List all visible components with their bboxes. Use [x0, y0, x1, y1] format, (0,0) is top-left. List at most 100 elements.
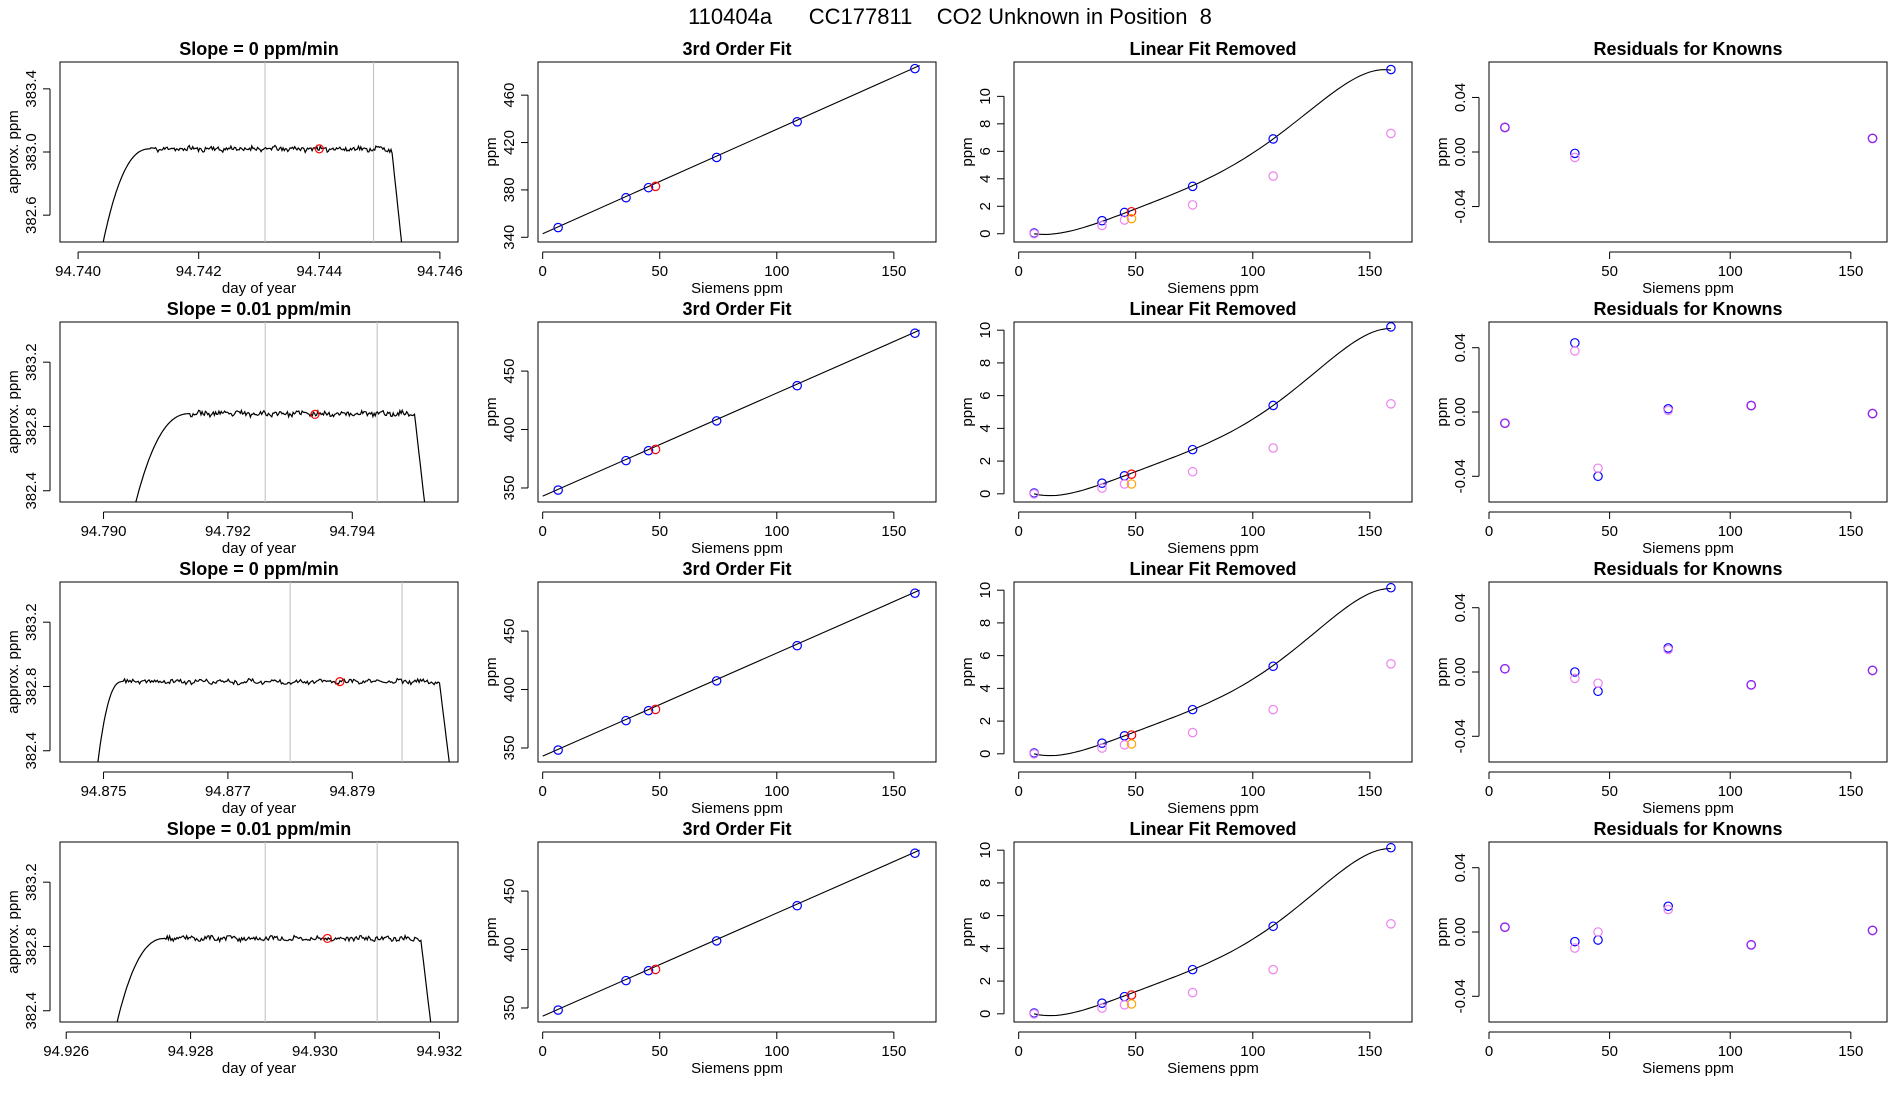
x-tick-label: 50 — [1601, 263, 1618, 280]
y-axis-label: ppm — [483, 917, 500, 946]
mean-marker — [310, 409, 320, 420]
data-point-blue — [643, 705, 654, 716]
x-tick-label: 94.744 — [296, 263, 342, 280]
y-tick-label: 10 — [977, 582, 994, 599]
fit-curve — [1033, 587, 1391, 757]
y-axis-label: ppm — [959, 397, 976, 426]
data-point-orange — [1126, 739, 1137, 749]
data-point-blue — [1593, 935, 1603, 945]
panel-title: Slope = 0.01 ppm/min — [167, 299, 352, 319]
y-tick-label: 4 — [977, 175, 994, 183]
x-tick-label: 100 — [1718, 783, 1743, 800]
y-tick-label: 10 — [977, 842, 994, 859]
figure-title: 110404a CC177811 CO2 Unknown in Position… — [688, 4, 1212, 29]
x-tick-label: 100 — [1240, 783, 1265, 800]
x-tick-label: 94.879 — [329, 783, 375, 800]
plot-frame — [59, 321, 459, 503]
data-point-purple — [1500, 922, 1510, 932]
x-tick-label: 150 — [1838, 263, 1863, 280]
data-point-blue — [1268, 661, 1278, 672]
data-point-blue — [1119, 207, 1130, 218]
ppm-trace — [116, 933, 432, 1022]
data-point-blue — [1570, 338, 1580, 348]
data-point-magenta — [1119, 1000, 1130, 1010]
y-tick-label: 450 — [501, 879, 518, 904]
data-point-blue — [711, 936, 722, 946]
panel-title: 3rd Order Fit — [682, 299, 791, 319]
data-point-blue — [1268, 400, 1278, 411]
panel-title: Slope = 0 ppm/min — [179, 39, 339, 59]
y-tick-label: 382.4 — [23, 992, 40, 1030]
y-tick-label: 383.0 — [23, 133, 40, 171]
y-tick-label: 400 — [501, 417, 518, 442]
y-tick-label: 4 — [977, 944, 994, 952]
y-tick-label: 0.04 — [1452, 853, 1469, 882]
x-tick-label: 0 — [1015, 523, 1023, 540]
y-tick-label: 383.2 — [23, 863, 40, 901]
plot-area — [542, 328, 920, 497]
y-tick-label: 383.2 — [23, 603, 40, 641]
data-point-magenta — [1570, 346, 1580, 356]
data-point-blue — [1386, 322, 1396, 332]
x-tick-label: 50 — [1601, 523, 1618, 540]
x-tick-label: 94.746 — [417, 263, 463, 280]
y-tick-label: 0.00 — [1452, 917, 1469, 946]
x-axis-label: Siemens ppm — [1167, 280, 1259, 297]
data-point-blue — [553, 485, 563, 495]
x-axis-label: Siemens ppm — [1642, 1060, 1734, 1077]
plot-area — [1500, 338, 1878, 482]
x-tick-label: 100 — [764, 263, 789, 280]
data-point-magenta — [1029, 1009, 1039, 1019]
y-tick-label: 0 — [977, 230, 994, 238]
panel-title: 3rd Order Fit — [682, 819, 791, 839]
data-point-blue — [711, 416, 722, 426]
data-point-orange — [1126, 213, 1137, 224]
plot-area — [1029, 842, 1396, 1019]
panel-title: Linear Fit Removed — [1129, 559, 1296, 579]
x-tick-label: 94.928 — [168, 1043, 214, 1060]
panel-title: 3rd Order Fit — [682, 39, 791, 59]
fit-line — [542, 849, 920, 1017]
data-point-magenta — [1029, 489, 1039, 499]
data-point-magenta — [1119, 215, 1130, 225]
data-point-magenta — [1663, 904, 1674, 915]
data-point-blue — [1187, 181, 1198, 192]
y-tick-label: -0.04 — [1452, 719, 1469, 753]
data-point-blue — [1097, 215, 1107, 226]
data-point-blue — [553, 222, 563, 233]
panel-title: Residuals for Knowns — [1593, 39, 1782, 59]
data-point-blue — [792, 380, 802, 391]
data-point-purple — [1867, 133, 1878, 144]
y-tick-label: -0.04 — [1452, 459, 1469, 493]
plot-area — [542, 848, 920, 1017]
y-axis-label: ppm — [1434, 657, 1451, 686]
data-point-blue — [1386, 582, 1396, 593]
x-tick-label: 0 — [539, 1043, 547, 1060]
x-axis-label: Siemens ppm — [1167, 1060, 1259, 1077]
x-tick-label: 150 — [1357, 523, 1382, 540]
x-axis-label: Siemens ppm — [1167, 540, 1259, 557]
y-axis-label: ppm — [483, 137, 500, 166]
y-tick-label: 0 — [977, 490, 994, 498]
data-point-blue — [1593, 471, 1603, 482]
y-tick-label: 6 — [977, 651, 994, 659]
y-tick-label: 350 — [501, 995, 518, 1020]
data-point-magenta — [1268, 704, 1278, 715]
plot-area — [1500, 122, 1878, 163]
data-point-magenta — [1386, 128, 1396, 139]
data-point-orange — [1126, 479, 1137, 489]
y-tick-label: 0.00 — [1452, 657, 1469, 686]
x-tick-label: 94.877 — [205, 783, 251, 800]
data-point-purple — [1746, 400, 1756, 411]
x-tick-label: 150 — [881, 783, 906, 800]
data-point-magenta — [1187, 727, 1198, 738]
x-tick-label: 100 — [1718, 263, 1743, 280]
x-tick-label: 50 — [1127, 263, 1144, 280]
x-tick-label: 94.926 — [43, 1043, 89, 1060]
data-point-magenta — [1386, 919, 1396, 929]
data-point-blue — [711, 152, 722, 163]
data-point-magenta — [1570, 673, 1580, 684]
x-tick-label: 100 — [1718, 523, 1743, 540]
y-tick-label: 2 — [977, 202, 994, 210]
